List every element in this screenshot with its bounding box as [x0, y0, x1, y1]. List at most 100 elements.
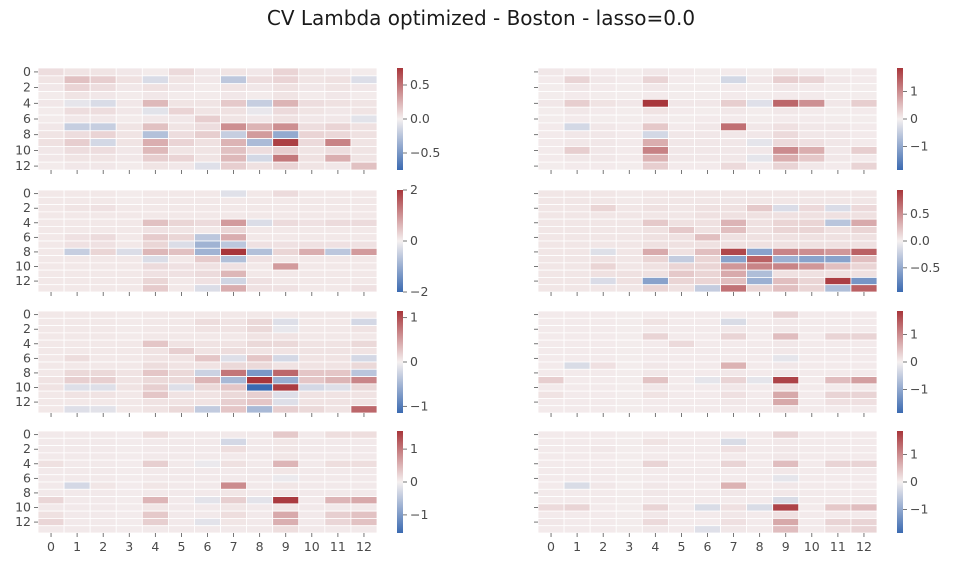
heatmap-cell	[641, 467, 669, 476]
heatmap-cell	[167, 496, 195, 505]
heatmap-cell	[324, 189, 352, 198]
heatmap-cell	[89, 269, 117, 278]
heatmap-cell	[824, 75, 852, 85]
heatmap-cell	[563, 196, 591, 205]
heatmap-cell	[641, 347, 669, 356]
heatmap-cell	[89, 310, 117, 319]
heatmap-cell	[298, 310, 326, 319]
heatmap-cell	[298, 153, 326, 163]
heatmap-cell	[246, 310, 274, 319]
heatmap-cell	[246, 376, 274, 385]
heatmap-cell	[246, 233, 274, 242]
y-tick-label: 8	[23, 244, 31, 259]
heatmap-cell	[720, 247, 748, 256]
heatmap-cell	[615, 525, 643, 534]
heatmap-cell	[720, 146, 748, 155]
heatmap-cell	[563, 317, 591, 326]
heatmap-cell	[298, 204, 326, 213]
heatmap-cell	[115, 503, 143, 512]
heatmap-cell	[589, 525, 617, 534]
heatmap-cell	[746, 277, 774, 286]
heatmap-cell	[89, 218, 117, 227]
heatmap-cell	[746, 211, 774, 220]
heatmap-cell	[194, 525, 221, 534]
heatmap-cell	[246, 332, 274, 341]
heatmap-cell	[298, 262, 326, 271]
heatmap-cell	[798, 196, 826, 205]
heatmap-cell	[272, 459, 300, 468]
x-tick-label: 7	[730, 539, 738, 554]
heatmap-cell	[720, 310, 748, 319]
heatmap-cell	[272, 488, 300, 497]
heatmap-cell	[641, 317, 669, 326]
heatmap-cell	[167, 138, 195, 147]
heatmap-cell	[772, 496, 800, 505]
heatmap-cell	[746, 138, 774, 147]
heatmap-cell	[537, 106, 565, 116]
heatmap-cell	[824, 354, 852, 363]
heatmap-cell	[615, 496, 643, 505]
heatmap-cell	[772, 196, 800, 205]
heatmap-cell	[246, 226, 274, 235]
heatmap-cell	[641, 437, 669, 446]
heatmap-cell	[615, 122, 643, 132]
heatmap-cell	[167, 376, 195, 385]
heatmap-cell	[537, 262, 565, 271]
heatmap-cell	[615, 240, 643, 249]
heatmap-cell	[298, 255, 326, 264]
heatmap-cell	[37, 332, 65, 341]
heatmap-cell	[641, 510, 669, 519]
heatmap-cell	[167, 452, 195, 461]
heatmap-cell	[850, 310, 878, 319]
heatmap-cell	[246, 525, 274, 534]
heatmap-cell	[220, 368, 248, 377]
heatmap-cell	[667, 269, 695, 278]
heatmap-cell	[298, 122, 326, 132]
heatmap-cell	[246, 269, 274, 278]
heatmap-cell	[746, 332, 774, 341]
heatmap-cell	[563, 98, 591, 108]
heatmap-cell	[746, 474, 774, 483]
heatmap-cell	[589, 75, 617, 85]
heatmap-cell	[824, 347, 852, 356]
heatmap-cell	[220, 255, 248, 264]
colorbar	[397, 311, 403, 413]
heatmap-cell	[615, 75, 643, 85]
heatmap-row1-right: 10−1	[534, 67, 928, 174]
heatmap-cell	[563, 368, 591, 377]
heatmap-cell	[746, 405, 774, 414]
heatmap-cell	[272, 240, 300, 249]
heatmap-cell	[641, 204, 669, 213]
heatmap-cell	[220, 83, 248, 92]
heatmap-cell	[772, 130, 800, 140]
heatmap-cell	[115, 437, 143, 446]
heatmap-cell	[615, 153, 643, 163]
heatmap-cell	[694, 189, 721, 198]
heatmap-cell	[746, 226, 774, 235]
heatmap-cell	[798, 146, 826, 155]
heatmap-cell	[772, 211, 800, 220]
heatmap-cell	[298, 269, 326, 278]
y-tick-label: 12	[15, 273, 31, 288]
heatmap-cell	[220, 106, 248, 116]
x-tick-label: 4	[151, 539, 159, 554]
heatmap-cell	[824, 91, 852, 100]
colorbar-tick-label: 0	[410, 233, 418, 248]
heatmap-cell	[63, 481, 91, 490]
heatmap-cell	[272, 106, 300, 116]
heatmap-cell	[141, 91, 169, 100]
heatmap-cell	[798, 277, 826, 286]
heatmap-cell	[537, 138, 565, 147]
heatmap-cell	[141, 510, 169, 519]
heatmap-cell	[824, 390, 852, 399]
heatmap-cell	[115, 240, 143, 249]
heatmap-cell	[720, 398, 748, 407]
heatmap-cell	[746, 525, 774, 534]
heatmap-cell	[324, 211, 352, 220]
heatmap-cell	[850, 91, 878, 100]
heatmap-cell	[537, 361, 565, 370]
heatmap-cell	[641, 189, 669, 198]
heatmap-cell	[850, 518, 878, 527]
heatmap-cell	[615, 269, 643, 278]
